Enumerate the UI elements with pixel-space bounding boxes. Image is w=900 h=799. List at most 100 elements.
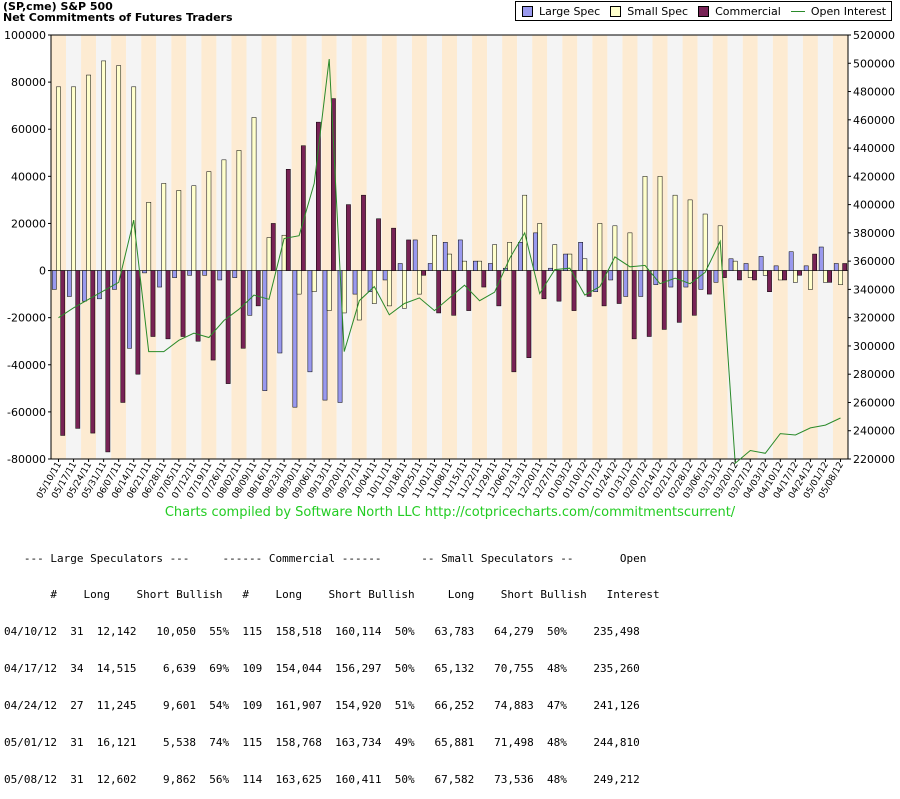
- y-tick-label: 20000: [11, 217, 46, 230]
- bar-small-spec: [176, 190, 182, 271]
- bar-large-spec: [157, 270, 162, 288]
- chart-title: (SP,cme) S&P 500: [3, 0, 113, 13]
- plot-band: [727, 35, 743, 459]
- bar-large-spec: [127, 270, 132, 349]
- table-row: 05/01/12 31 16,121 5,538 74% 115 158,768…: [4, 736, 640, 750]
- plot-band: [802, 35, 818, 459]
- bar-large-spec: [833, 263, 839, 271]
- plot-band: [742, 35, 758, 459]
- plot-band: [366, 35, 382, 459]
- bar-small-spec: [793, 270, 798, 283]
- bar-small-spec: [101, 60, 106, 271]
- y-tick-label: 80000: [11, 76, 46, 89]
- bar-large-spec: [608, 270, 614, 281]
- bar-commercial: [195, 270, 201, 342]
- bar-small-spec: [266, 237, 272, 271]
- bar-large-spec: [457, 239, 463, 271]
- bar-small-spec: [191, 185, 197, 271]
- legend-large-spec: Large Spec: [522, 5, 600, 18]
- bar-commercial: [842, 263, 848, 271]
- legend-large-spec-label: Large Spec: [539, 4, 601, 18]
- bar-large-spec: [623, 270, 629, 297]
- plot-band: [472, 35, 488, 459]
- y2-tick-label: 480000: [853, 86, 895, 99]
- bar-small-spec: [447, 253, 452, 271]
- bar-commercial: [120, 270, 126, 403]
- plot-band: [351, 35, 367, 459]
- bar-commercial: [436, 270, 442, 314]
- y2-tick-label: 520000: [853, 29, 895, 42]
- bar-small-spec: [161, 183, 167, 271]
- bar-commercial: [210, 270, 216, 361]
- y2-tick-label: 260000: [853, 396, 895, 409]
- bar-commercial: [285, 169, 291, 271]
- y2-tick-label: 500000: [853, 57, 895, 70]
- bar-large-spec: [728, 258, 734, 271]
- bar-large-spec: [473, 260, 478, 271]
- bar-large-spec: [713, 270, 719, 283]
- bar-commercial: [180, 270, 186, 337]
- legend-small-spec: Small Spec: [610, 5, 688, 18]
- bar-small-spec: [612, 225, 618, 271]
- bar-small-spec: [251, 117, 257, 271]
- bar-small-spec: [597, 223, 603, 271]
- bar-large-spec: [698, 270, 704, 290]
- bar-commercial: [676, 270, 682, 323]
- bar-large-spec: [803, 265, 809, 271]
- y-tick-label: 100000: [4, 29, 46, 42]
- bar-commercial: [752, 270, 757, 281]
- bar-commercial: [706, 270, 712, 295]
- bar-large-spec: [518, 242, 523, 271]
- table-header-2: # Long Short Bullish # Long Short Bullis…: [4, 588, 660, 602]
- bar-large-spec: [758, 256, 764, 271]
- bar-commercial: [797, 270, 802, 276]
- bar-large-spec: [533, 232, 538, 271]
- bar-small-spec: [672, 194, 678, 271]
- cot-chart: -80000 -60000 -40000 -20000 0 20000 40000 60000…: [4, 29, 895, 501]
- bar-large-spec: [352, 270, 358, 295]
- legend: Large Spec Small Spec Commercial Open In…: [515, 1, 892, 21]
- bar-large-spec: [442, 242, 448, 271]
- bar-large-spec: [292, 270, 298, 408]
- bar-small-spec: [567, 253, 573, 271]
- bar-commercial: [691, 270, 697, 316]
- bar-small-spec: [462, 260, 467, 271]
- plot-band: [577, 35, 593, 459]
- bar-large-spec: [112, 270, 117, 290]
- legend-open-interest-swatch: [790, 10, 805, 12]
- bar-commercial: [165, 270, 171, 340]
- bar-commercial: [135, 270, 141, 375]
- bar-large-spec: [743, 263, 749, 271]
- bar-large-spec: [578, 242, 583, 271]
- y2-tick-label: 460000: [853, 114, 895, 127]
- legend-commercial-swatch: [698, 5, 710, 17]
- bar-large-spec: [593, 270, 599, 293]
- bar-small-spec: [808, 270, 813, 290]
- plot-band: [441, 35, 458, 459]
- bar-small-spec: [642, 176, 648, 271]
- bar-large-spec: [172, 270, 177, 278]
- legend-commercial-label: Commercial: [715, 4, 781, 18]
- plot-band: [832, 35, 848, 459]
- bar-large-spec: [187, 270, 193, 276]
- bar-commercial: [75, 270, 81, 429]
- bar-large-spec: [217, 270, 223, 281]
- bar-small-spec: [702, 213, 708, 271]
- credit-line: Charts compiled by Software North LLC ht…: [164, 505, 736, 520]
- y2-tick-label: 400000: [853, 199, 895, 212]
- bar-small-spec: [823, 270, 828, 283]
- y2-tick-label: 320000: [853, 312, 895, 325]
- bar-small-spec: [71, 86, 76, 271]
- bar-large-spec: [142, 270, 147, 274]
- bar-commercial: [511, 270, 517, 373]
- y-tick-label: 40000: [11, 170, 46, 183]
- y2-tick-label: 300000: [853, 340, 895, 353]
- plot-band: [562, 35, 578, 459]
- bar-small-spec: [402, 270, 407, 309]
- bar-large-spec: [322, 270, 328, 401]
- table-row: 04/24/12 27 11,245 9,601 54% 109 161,907…: [4, 699, 640, 713]
- bar-commercial: [150, 270, 156, 337]
- bar-large-spec: [427, 263, 433, 271]
- bar-large-spec: [773, 265, 779, 271]
- bar-commercial: [60, 270, 66, 436]
